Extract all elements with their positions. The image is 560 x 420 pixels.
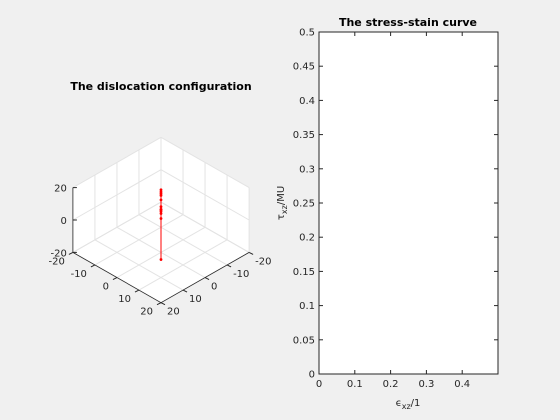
y-tick-mark-3d <box>227 265 231 267</box>
x-tick-label: 0.2 <box>383 379 399 390</box>
z-tick-label-3d: -20 <box>51 248 67 259</box>
y-tick-label: 0.5 <box>299 28 315 39</box>
y-tick-label: 0.05 <box>293 335 315 346</box>
dislocation-node <box>160 258 163 261</box>
y-tick-mark-3d <box>183 290 187 292</box>
y-tick-label-3d: -20 <box>255 256 271 267</box>
x-tick-label: 0 <box>316 379 322 390</box>
y-tick-label: 0.4 <box>299 96 315 107</box>
dislocation-node <box>160 205 163 208</box>
z-tick-label-3d: 0 <box>61 216 67 227</box>
x-tick-label: 0.1 <box>347 379 363 390</box>
z-tick-label-3d: 20 <box>54 184 67 195</box>
y-tick-mark-3d <box>249 252 253 254</box>
x-tick-mark-3d <box>69 252 73 254</box>
dislocation-node <box>160 194 163 197</box>
y-tick-label: 0.45 <box>293 62 315 73</box>
y-tick-label-3d: -10 <box>233 269 249 280</box>
y-tick-label-3d: 20 <box>167 307 180 318</box>
x-tick-label: 0.4 <box>454 379 470 390</box>
stress-strain-title: The stress-stain curve <box>339 16 477 29</box>
y-tick-label: 0.3 <box>299 164 315 175</box>
y-tick-label-3d: 0 <box>211 282 217 293</box>
y-tick-mark-3d <box>205 278 209 280</box>
x-tick-label: 0.3 <box>418 379 434 390</box>
y-tick-label: 0.35 <box>293 130 315 141</box>
stress-strain-axes: The stress-stain curve 0 0.1 0.2 0.3 0.4 0 0.0… <box>276 16 498 411</box>
x-tick-label-3d: 0 <box>103 282 109 293</box>
x-tick-label-3d: 10 <box>118 294 131 305</box>
y-tick-label: 0.15 <box>293 267 315 278</box>
dislocation-title: The dislocation configuration <box>70 80 251 93</box>
x-axis-label: ϵxz/1 <box>396 398 421 411</box>
y-tick-label: 0.2 <box>299 233 315 244</box>
x-tick-mark-3d <box>135 290 139 292</box>
x-tick-mark-3d <box>157 303 161 305</box>
y-axis-label: τxz/MU <box>276 186 289 220</box>
y-tick-mark-3d <box>161 303 165 305</box>
x-tick-label-3d: 20 <box>140 307 153 318</box>
y-tick-label: 0.25 <box>293 199 315 210</box>
dislocation-node <box>160 217 163 220</box>
x-tick-mark-3d <box>91 265 95 267</box>
y-tick-label: 0.1 <box>299 301 315 312</box>
dislocation-node <box>160 198 163 201</box>
dislocation-axes: The dislocation configuration -20 -10 0 10 2… <box>49 80 272 318</box>
y-tick-label-3d: 10 <box>189 294 202 305</box>
plot-area <box>319 32 498 374</box>
x-tick-mark-3d <box>113 278 117 280</box>
x-tick-label-3d: -10 <box>71 269 87 280</box>
y-tick-label: 0 <box>309 370 315 381</box>
